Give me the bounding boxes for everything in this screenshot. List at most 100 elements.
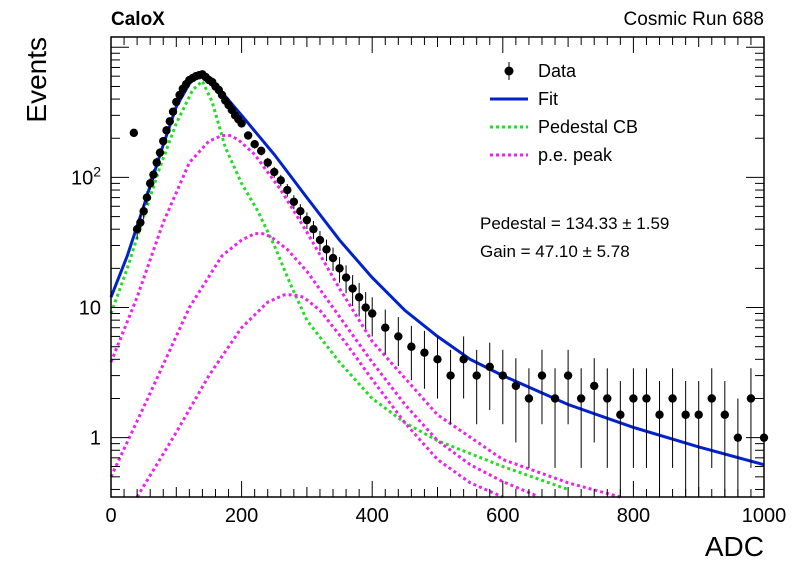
data-marker [524, 394, 534, 403]
data-point [616, 381, 625, 497]
data-point [168, 107, 178, 116]
data-marker [668, 394, 677, 403]
legend-item-pedestal-cb: Pedestal CB [490, 117, 638, 137]
x-tick-label: 0 [105, 505, 116, 527]
data-marker [341, 273, 351, 282]
data-marker [433, 355, 442, 364]
data-point [263, 157, 272, 168]
data-point [524, 368, 534, 468]
data-point [511, 358, 521, 443]
data-marker [629, 394, 638, 403]
curve-p-e-peak-1 [109, 134, 621, 499]
data-marker [175, 90, 184, 100]
data-point [642, 368, 651, 468]
data-point [283, 184, 292, 197]
x-tick-label: 600 [486, 505, 519, 527]
data-point [707, 368, 716, 468]
data-point [149, 169, 158, 181]
data-marker [315, 235, 325, 245]
data-marker [459, 355, 468, 364]
data-point [420, 330, 429, 389]
data-marker [407, 342, 416, 351]
data-marker [472, 371, 481, 380]
data-point [315, 231, 325, 251]
legend-item-fit: Fit [490, 89, 558, 109]
data-marker [243, 131, 253, 140]
data-marker [159, 136, 168, 146]
data-marker [302, 215, 312, 225]
data-marker [498, 371, 507, 380]
data-point [341, 265, 351, 294]
data-marker [328, 253, 338, 263]
pedestal-stat: Pedestal = 134.33 ± 1.59 [480, 214, 669, 233]
y-axis: 1 10 102 [71, 46, 764, 490]
data-point [733, 398, 743, 497]
data-marker [420, 348, 429, 357]
x-axis: 0 200 400 600 800 1000 [105, 37, 786, 527]
curve-pedestal-cb [109, 78, 569, 491]
data-points [129, 70, 769, 497]
y-axis-title: Events [21, 37, 52, 123]
legend: Data Fit Pedestal CB p.e. peak [490, 61, 638, 165]
header-left-label: CaloX [111, 9, 165, 30]
data-marker [446, 371, 455, 380]
data-marker [172, 97, 181, 107]
data-point [394, 317, 403, 367]
data-point [681, 381, 690, 497]
data-point [368, 297, 377, 337]
data-marker [381, 323, 390, 332]
data-marker [237, 119, 246, 128]
data-point [237, 119, 246, 128]
data-point [159, 136, 168, 146]
data-point [328, 247, 338, 271]
data-marker [511, 381, 521, 391]
header-right-label: Cosmic Run 688 [624, 9, 764, 30]
data-marker [485, 362, 494, 372]
data-marker [152, 158, 161, 167]
data-point [629, 368, 638, 468]
data-point [433, 336, 442, 399]
data-point [129, 128, 139, 138]
data-marker [550, 394, 560, 403]
data-point [165, 117, 174, 126]
data-marker [642, 394, 651, 403]
data-point [348, 275, 357, 307]
data-point [335, 256, 344, 283]
data-point [152, 157, 161, 168]
data-marker [132, 225, 142, 234]
data-marker [361, 303, 370, 312]
data-point [668, 368, 677, 468]
gain-stat: Gain = 47.10 ± 5.78 [480, 242, 630, 261]
x-tick-label: 400 [356, 505, 389, 527]
legend-label: Data [538, 61, 577, 81]
data-point [172, 97, 181, 107]
data-point [296, 204, 305, 220]
data-marker [263, 158, 272, 167]
data-point [563, 349, 573, 425]
data-point [746, 368, 756, 468]
data-marker [165, 117, 174, 126]
legend-item-p-e-peak: p.e. peak [490, 145, 613, 165]
data-point [276, 174, 285, 187]
data-marker [276, 176, 285, 185]
data-point [603, 368, 612, 468]
data-point [243, 131, 253, 140]
data-marker [129, 128, 139, 138]
data-marker [590, 381, 599, 391]
data-marker [746, 394, 756, 403]
data-point [139, 204, 148, 220]
data-point [289, 195, 299, 210]
data-marker [142, 193, 152, 202]
legend-label: Pedestal CB [538, 117, 638, 137]
data-marker [139, 207, 148, 216]
data-point [155, 148, 165, 158]
data-point [485, 342, 494, 411]
data-point [175, 90, 184, 100]
data-point [655, 381, 664, 497]
data-marker [149, 170, 158, 179]
data-point [270, 166, 279, 178]
data-point [694, 381, 703, 497]
x-tick-label: 200 [225, 505, 258, 527]
